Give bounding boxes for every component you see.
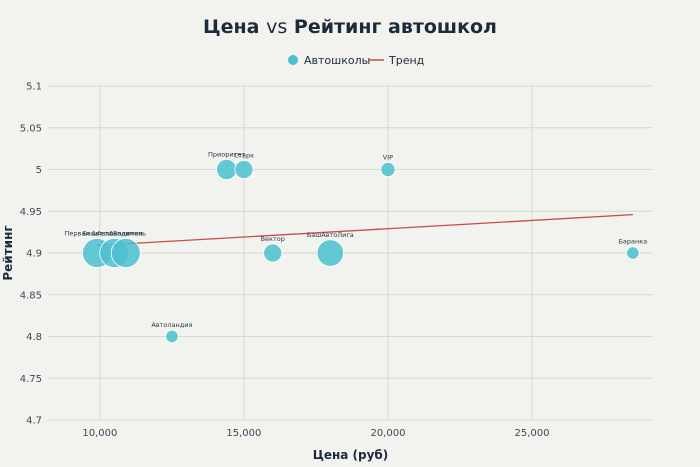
title-part1: Цена xyxy=(203,16,260,38)
x-tick-label: 20,000 xyxy=(370,428,405,439)
data-point xyxy=(110,238,141,268)
y-tick-label: 4.75 xyxy=(20,374,42,385)
point-label: Автоландия xyxy=(151,321,192,329)
title-part2: Рейтинг автошкол xyxy=(293,16,497,38)
y-tick-label: 4.95 xyxy=(20,207,42,218)
point-label: БашАвтоЛига xyxy=(307,231,354,239)
chart-title: Цена vs Рейтинг автошкол xyxy=(0,16,700,38)
data-point xyxy=(263,243,283,263)
y-tick-label: 4.85 xyxy=(20,290,42,301)
legend-label-schools: Автошколы xyxy=(304,54,370,67)
data-point xyxy=(380,161,396,178)
point-label: БашАвтоВодитель xyxy=(83,229,147,237)
point-label: Приоритет xyxy=(208,150,245,158)
y-tick-label: 5.1 xyxy=(26,82,42,93)
data-point xyxy=(165,329,179,344)
point-label: VIP xyxy=(383,153,393,161)
title-vs: vs xyxy=(266,16,288,38)
data-point xyxy=(626,246,640,260)
point-label: Академия xyxy=(109,229,143,237)
x-tick-label: 10,000 xyxy=(82,428,117,439)
y-tick-label: 4.8 xyxy=(26,332,42,343)
point-label: Первая Автошкола xyxy=(65,229,130,237)
point-label: Вектор xyxy=(261,235,285,243)
data-point xyxy=(216,158,238,180)
y-tick-label: 5.05 xyxy=(20,123,42,134)
y-tick-label: 5 xyxy=(36,165,42,176)
y-tick-label: 4.7 xyxy=(26,416,42,427)
data-point xyxy=(316,239,344,267)
legend-marker-icon xyxy=(288,55,298,65)
trend-line xyxy=(96,213,633,247)
point-label: Баранка xyxy=(618,238,647,246)
x-axis-title: Цена (руб) xyxy=(313,448,389,462)
y-tick-label: 4.9 xyxy=(26,249,42,260)
x-tick-label: 25,000 xyxy=(515,428,550,439)
point-label: Старк xyxy=(234,151,254,159)
legend-label-trend: Тренд xyxy=(388,54,425,67)
y-axis-title: Рейтинг xyxy=(1,225,15,280)
x-tick-label: 15,000 xyxy=(226,428,261,439)
data-point xyxy=(234,160,254,179)
